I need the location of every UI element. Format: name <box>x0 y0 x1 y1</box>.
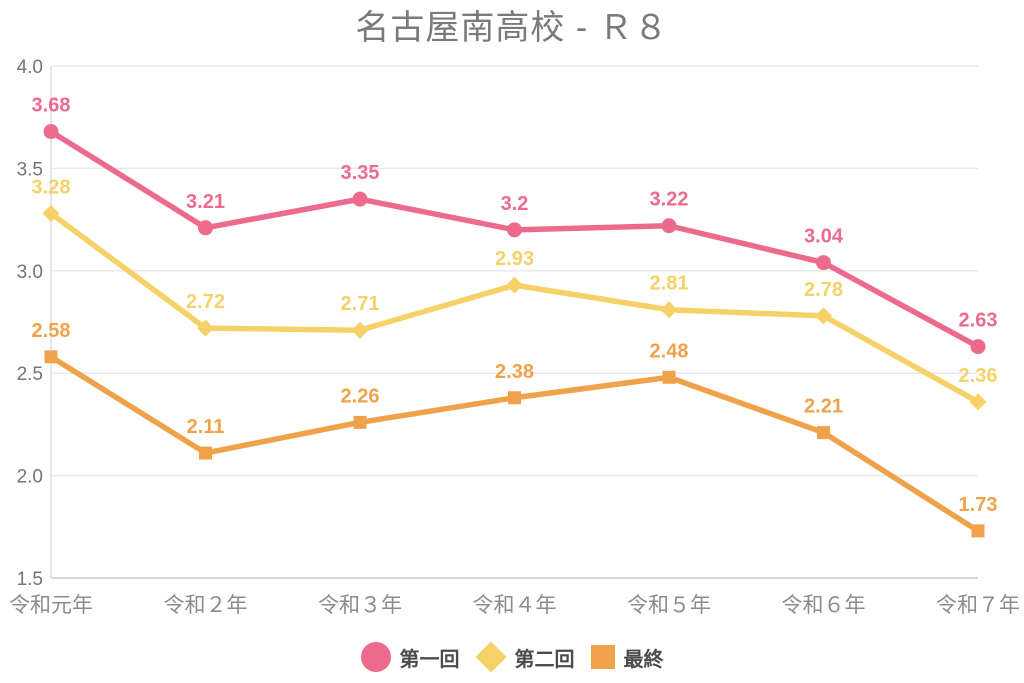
legend-item-1[interactable]: 第二回 <box>474 641 575 673</box>
data-value-label: 2.11 <box>187 416 225 438</box>
legend-item-label: 第二回 <box>514 648 575 671</box>
data-value-label: 1.73 <box>959 494 998 516</box>
diamond-marker-icon <box>42 204 60 222</box>
legend-item-2[interactable]: 最終 <box>590 643 664 672</box>
square-marker-icon <box>662 370 676 384</box>
square-marker-icon <box>817 426 830 440</box>
y-axis-tick-label: 1.5 <box>17 569 43 590</box>
y-axis-tick-label: 2.5 <box>17 364 43 385</box>
data-value-label: 2.38 <box>495 361 534 383</box>
data-value-label: 2.36 <box>959 365 998 387</box>
circle-marker-icon <box>352 191 368 207</box>
legend-item-label: 最終 <box>623 648 664 671</box>
data-value-label: 2.72 <box>186 291 225 313</box>
circle-marker-icon <box>507 222 522 238</box>
chart-legend: 第一回 第二回 最終 <box>0 637 1024 677</box>
data-value-label: 3.35 <box>341 162 380 184</box>
chart-title: 名古屋南高校 - Ｒ８ <box>355 9 669 47</box>
data-value-label: 2.48 <box>650 340 689 362</box>
circle-marker-icon <box>661 218 677 234</box>
circle-marker-icon <box>198 220 213 236</box>
y-axis-tick-label: 2.0 <box>17 467 43 488</box>
diamond-marker-icon <box>351 321 369 339</box>
diamond-marker-icon <box>815 307 832 325</box>
data-value-label: 3.21 <box>186 191 225 213</box>
x-axis-category-label: 令和６年 <box>782 594 866 617</box>
legend-item-label: 第一回 <box>399 648 460 671</box>
diamond-marker-icon <box>197 319 214 337</box>
data-value-label: 2.58 <box>32 320 71 342</box>
y-axis-tick-label: 3.0 <box>17 262 43 283</box>
diamond-marker-icon <box>506 276 523 294</box>
data-value-label: 2.71 <box>341 293 380 315</box>
diamond-marker-icon <box>660 301 678 319</box>
circle-marker-icon <box>816 255 831 271</box>
data-value-label: 3.04 <box>804 226 844 248</box>
x-axis-category-label: 令和７年 <box>936 594 1020 617</box>
legend-item-0[interactable]: 第一回 <box>360 642 460 672</box>
square-marker-icon <box>971 524 985 538</box>
x-axis-category-label: 令和３年 <box>318 594 402 617</box>
data-value-label: 3.22 <box>650 189 689 211</box>
square-marker-icon <box>44 350 58 364</box>
circle-marker-icon <box>970 339 986 355</box>
square-marker-icon <box>199 446 212 460</box>
data-value-label: 3.68 <box>32 95 71 117</box>
x-axis-category-label: 令和２年 <box>164 594 248 617</box>
data-value-label: 2.63 <box>959 310 998 332</box>
square-marker-icon <box>508 391 521 405</box>
legend-diamond-marker-icon <box>474 641 507 673</box>
x-axis-category-label: 令和元年 <box>9 594 93 617</box>
series-line-2 <box>48 354 981 534</box>
data-value-label: 2.21 <box>804 396 843 418</box>
x-axis-category-label: 令和４年 <box>473 594 557 617</box>
data-value-label: 2.93 <box>495 248 534 270</box>
circle-marker-icon <box>43 124 59 140</box>
legend-square-marker-icon <box>590 645 615 669</box>
data-value-label: 2.78 <box>804 279 843 301</box>
diamond-marker-icon <box>969 393 987 411</box>
x-axis-category-label: 令和５年 <box>627 594 711 617</box>
data-value-label: 2.81 <box>650 273 689 295</box>
data-value-label: 3.2 <box>501 193 529 215</box>
y-axis-tick-label: 3.5 <box>17 159 43 180</box>
legend-circle-marker-icon <box>360 642 391 672</box>
y-axis-tick-label: 4.0 <box>17 57 43 78</box>
data-value-label: 2.26 <box>341 385 380 407</box>
data-value-label: 3.28 <box>32 176 71 198</box>
square-marker-icon <box>353 415 367 429</box>
